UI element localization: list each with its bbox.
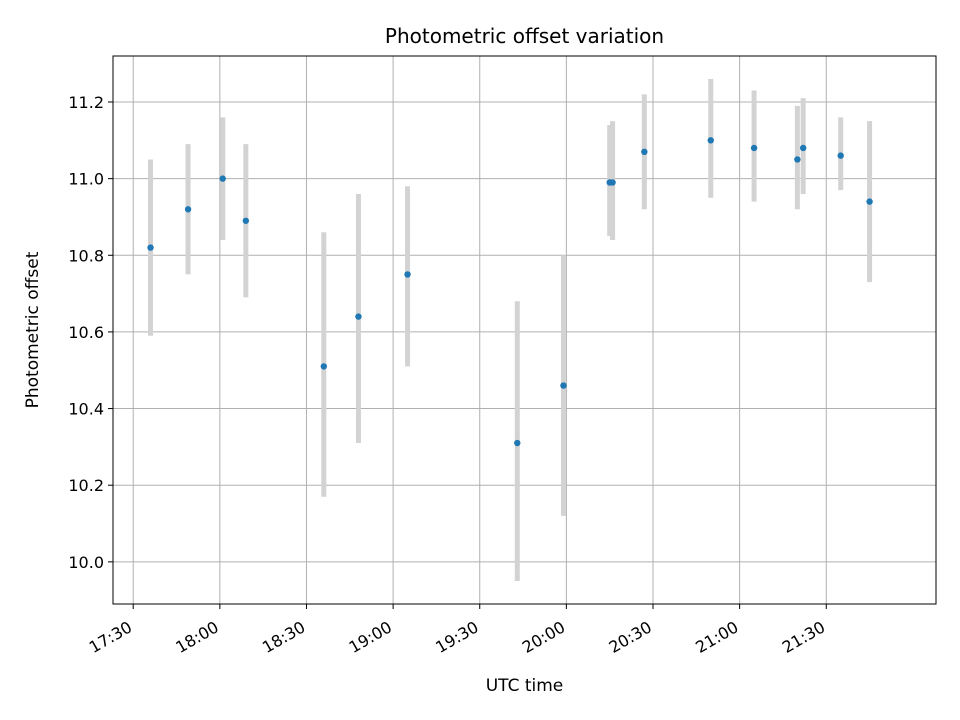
data-point bbox=[242, 217, 250, 224]
data-point bbox=[560, 382, 567, 389]
y-tick-label: 10.0 bbox=[68, 553, 104, 572]
y-tick-label: 10.2 bbox=[68, 476, 104, 495]
data-point bbox=[219, 175, 226, 182]
data-point bbox=[837, 152, 844, 159]
data-point bbox=[750, 144, 758, 152]
y-tick-label: 10.4 bbox=[68, 400, 104, 419]
plot-frame bbox=[112, 55, 937, 605]
data-points bbox=[147, 137, 873, 447]
data-point bbox=[866, 198, 873, 205]
data-point bbox=[799, 144, 807, 152]
y-tick-label: 11.2 bbox=[68, 93, 104, 112]
y-axis-title: Photometric offset bbox=[23, 251, 43, 408]
data-point bbox=[794, 156, 801, 163]
data-point bbox=[609, 179, 616, 186]
data-point bbox=[355, 313, 362, 320]
data-point bbox=[147, 244, 154, 251]
data-point bbox=[320, 363, 328, 370]
data-point bbox=[707, 137, 714, 144]
data-point bbox=[404, 271, 411, 278]
data-point bbox=[184, 206, 192, 213]
grid bbox=[113, 56, 936, 604]
data-point bbox=[641, 148, 648, 156]
y-axis: 10.0 10.2 10.4 10.6 10.8 11.0 11.2 bbox=[68, 93, 113, 572]
y-tick-label: 10.8 bbox=[68, 246, 104, 265]
x-axis-title: UTC time bbox=[486, 676, 564, 696]
y-tick-label: 10.6 bbox=[68, 323, 104, 342]
chart-title: Photometric offset variation bbox=[385, 24, 664, 48]
y-tick-label: 11.0 bbox=[68, 170, 104, 189]
data-point bbox=[514, 439, 521, 447]
